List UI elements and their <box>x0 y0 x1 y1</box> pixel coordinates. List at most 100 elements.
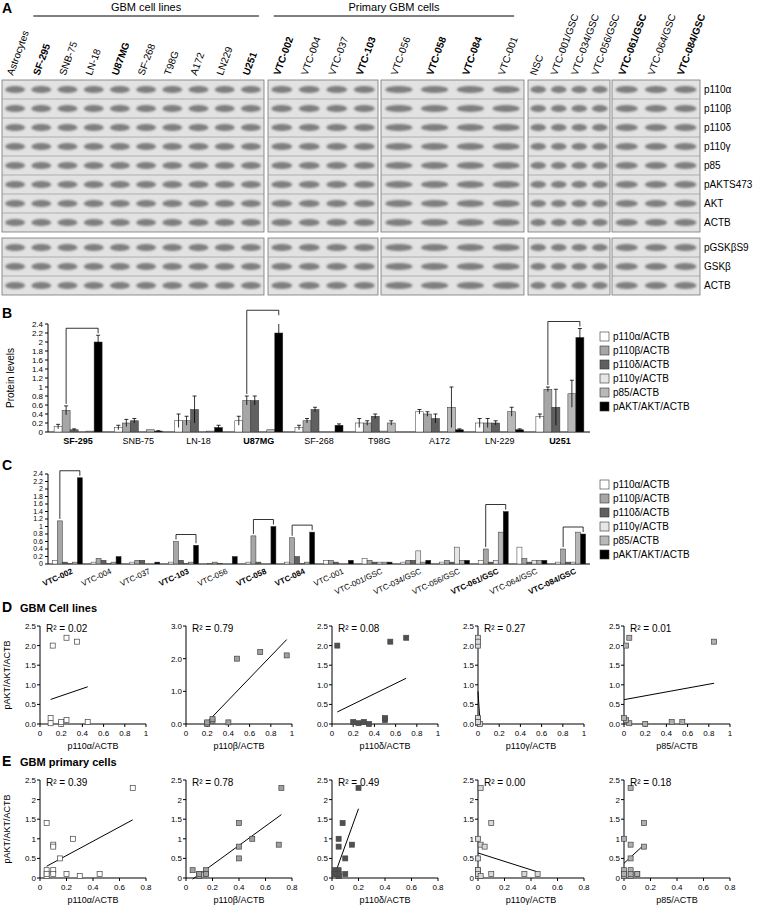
point <box>628 872 633 877</box>
y-tick-label: 2 <box>178 796 183 805</box>
point <box>64 872 69 877</box>
bar <box>295 557 300 565</box>
blot-band <box>58 181 78 188</box>
x-tick-label: 0 <box>622 729 627 738</box>
y-tick <box>329 645 332 646</box>
bar <box>542 560 547 564</box>
y-tick <box>475 704 478 705</box>
x-tick <box>82 724 83 727</box>
blot-band <box>58 200 78 207</box>
legend-swatch <box>600 550 609 559</box>
blot-band <box>385 263 412 270</box>
row-label: pGSKβS9 <box>704 242 749 253</box>
y-tick-label: 0.5 <box>25 700 37 709</box>
blot-band <box>616 282 638 289</box>
blot-band <box>530 124 546 131</box>
blot-band <box>645 219 667 226</box>
bar <box>101 560 106 564</box>
blot-band <box>31 124 51 131</box>
point <box>64 718 69 723</box>
point <box>197 872 202 877</box>
x-tick-label: VTC-084/GSC <box>527 567 578 597</box>
point <box>522 872 527 877</box>
y-tick-label: 1.5 <box>609 661 621 670</box>
blot-band <box>271 105 292 112</box>
bar <box>439 432 447 433</box>
bar <box>327 432 335 433</box>
point <box>336 844 341 849</box>
legend-swatch <box>600 388 609 397</box>
x-tick-label: 0 <box>184 883 189 892</box>
blot-separator <box>2 213 264 214</box>
error-cap <box>365 420 369 421</box>
bar <box>450 562 455 564</box>
bar <box>522 558 527 564</box>
y-tick-label: 0.5 <box>317 700 329 709</box>
blot-band <box>215 200 235 207</box>
error-cap <box>305 418 309 419</box>
x-axis <box>186 724 292 725</box>
point <box>335 643 340 648</box>
blot-separator <box>2 137 264 138</box>
x-tick <box>562 724 563 727</box>
y-tick-label: 2.0 <box>609 642 621 651</box>
group-line <box>33 16 259 17</box>
y-tick-label: 0.4 <box>33 545 43 552</box>
y-tick <box>45 405 48 406</box>
x-tick-label: 0.8 <box>703 729 715 738</box>
point <box>628 856 633 861</box>
y-tick-label: 0.0 <box>463 720 475 729</box>
y-tick-label: 0 <box>32 874 37 883</box>
x-tick-label: 1 <box>436 729 441 738</box>
lane-label: LN-18 <box>83 47 103 77</box>
blot-separator <box>381 156 524 157</box>
x-tick-label: 1 <box>582 729 587 738</box>
blot-band <box>136 200 156 207</box>
bracket <box>292 525 312 536</box>
blot-frame <box>528 80 610 232</box>
bar <box>440 562 445 564</box>
y-tick-label: 1.5 <box>25 815 37 824</box>
blot-separator <box>381 99 524 100</box>
y-tick <box>475 780 478 781</box>
bar <box>130 562 135 564</box>
row-label: p85 <box>704 160 721 171</box>
blot-band <box>385 219 412 226</box>
bar <box>243 401 251 433</box>
y-tick-label: 1.0 <box>609 681 621 690</box>
y-tick <box>329 684 332 685</box>
legend-label: pAKT/AKT/ACTB <box>613 549 690 560</box>
blot-band <box>354 105 375 112</box>
x-axis-label: p110γ/ACTB <box>506 895 556 905</box>
blot-band <box>241 181 261 188</box>
y-tick <box>37 665 40 666</box>
point <box>50 643 55 648</box>
error-cap <box>253 396 257 397</box>
y-tick-label: 2.5 <box>609 622 621 631</box>
blot-separator <box>381 257 524 258</box>
y-tick-label: 0.5 <box>317 854 329 863</box>
bar <box>478 560 483 564</box>
error-bar <box>433 414 437 423</box>
x-tick <box>332 878 333 881</box>
bar <box>576 338 584 433</box>
blot-band <box>530 263 546 270</box>
bar <box>455 430 463 432</box>
y-tick-label: 0.5 <box>463 854 475 863</box>
bar <box>194 545 199 564</box>
blot-band <box>241 263 261 270</box>
y-tick <box>329 799 332 800</box>
error-cap <box>177 414 181 415</box>
lane-label: VTC-056 <box>388 35 412 77</box>
trend-line <box>193 815 282 880</box>
bar <box>377 562 382 564</box>
x-tick-label: 0.2 <box>645 883 657 892</box>
blot-band <box>162 143 182 150</box>
blot-band <box>645 124 667 131</box>
y-tick <box>183 838 186 839</box>
error-line <box>246 396 247 405</box>
y-tick-label: 1.2 <box>32 374 44 383</box>
bar <box>146 430 154 432</box>
blot-band <box>493 282 520 289</box>
blot-band <box>493 263 520 270</box>
